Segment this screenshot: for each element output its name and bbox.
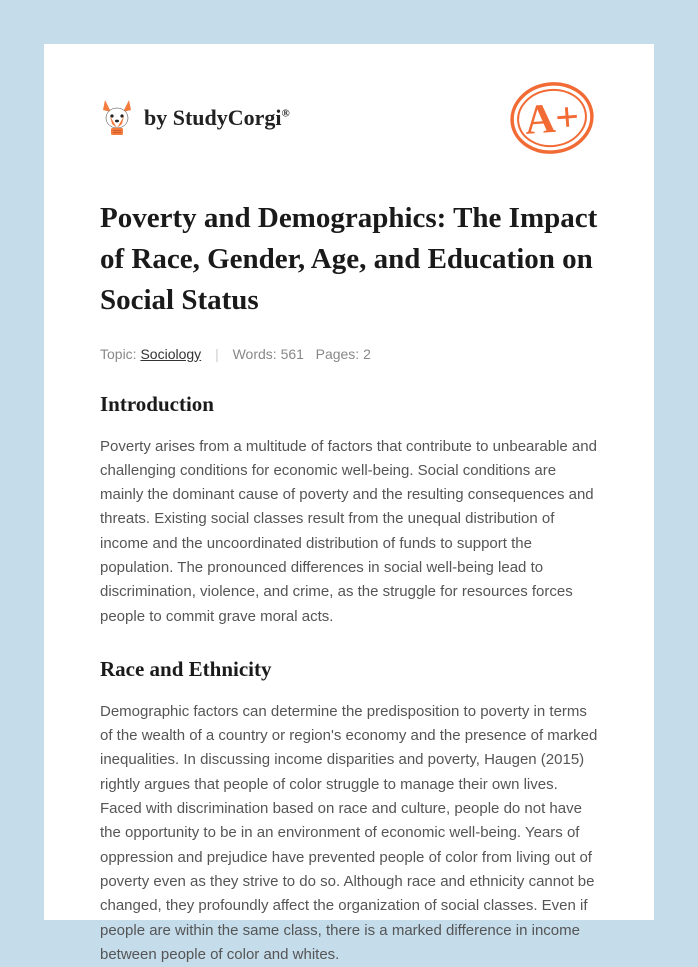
section-body: Demographic factors can determine the pr… <box>100 700 598 967</box>
header-row: by StudyCorgi® A+ <box>100 80 598 156</box>
pages-value: 2 <box>363 346 371 362</box>
section-heading: Race and Ethnicity <box>100 657 598 682</box>
document-meta: Topic: Sociology | Words: 561 Pages: 2 <box>100 346 598 362</box>
grade-letter: A+ <box>523 94 580 144</box>
corgi-logo-icon <box>100 98 134 138</box>
brand-name: StudyCorgi <box>173 105 282 130</box>
words-label: Words: <box>233 346 281 362</box>
section-body: Poverty arises from a multitude of facto… <box>100 435 598 629</box>
meta-separator: | <box>215 346 219 362</box>
document-title: Poverty and Demographics: The Impact of … <box>100 198 598 322</box>
brand: by StudyCorgi® <box>100 98 290 138</box>
words-value: 561 <box>281 346 304 362</box>
brand-registered: ® <box>282 108 290 120</box>
document-page: by StudyCorgi® A+ Poverty and Demographi… <box>44 44 654 920</box>
section-heading: Introduction <box>100 392 598 417</box>
brand-prefix: by <box>144 105 173 130</box>
topic-link[interactable]: Sociology <box>140 346 201 362</box>
grade-badge-icon: A+ <box>506 80 598 156</box>
topic-label: Topic: <box>100 346 140 362</box>
pages-label: Pages: <box>316 346 363 362</box>
brand-text: by StudyCorgi® <box>144 105 290 131</box>
